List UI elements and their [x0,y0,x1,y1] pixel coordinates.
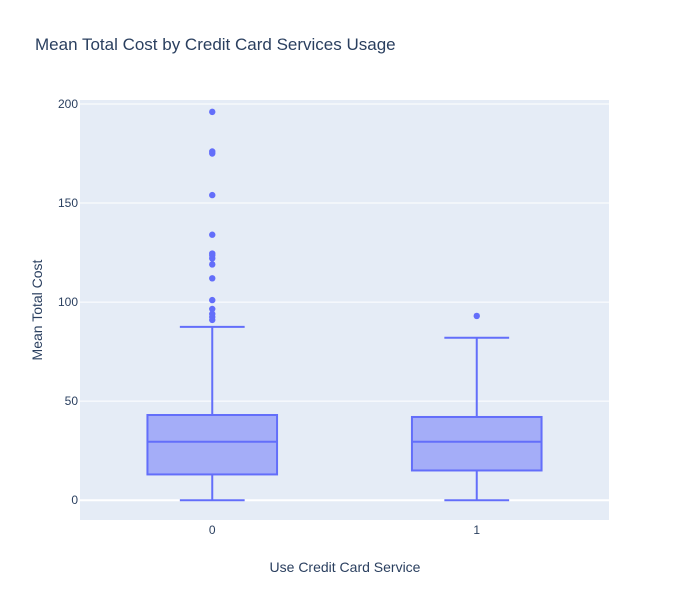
x-tick-label: 1 [473,523,480,537]
tick-labels: 0 50 100 150 200 0 1 [58,97,480,537]
chart-title: Mean Total Cost by Credit Card Services … [35,35,396,54]
outlier-point [209,191,216,199]
y-axis-title: Mean Total Cost [29,259,45,360]
x-tick-label: 0 [209,523,216,537]
y-tick-label: 50 [65,394,79,408]
y-tick-label: 200 [58,97,78,111]
outlier-point [209,250,216,257]
box-group-1 [410,312,543,502]
outlier-point [209,148,216,155]
outlier-point [209,275,216,282]
outlier-point [209,261,216,268]
box-group-0 [146,108,279,502]
x-axis-title: Use Credit Card Service [270,559,421,575]
y-tick-label: 0 [71,493,78,507]
iqr-box [410,415,543,472]
outlier-point [209,305,216,313]
outlier-point [209,108,216,116]
outlier-point [473,312,480,320]
boxes-layer [146,108,543,502]
y-tick-label: 150 [58,196,78,210]
outlier-point [209,310,216,318]
outlier-point [209,231,216,238]
iqr-box [146,414,279,476]
y-tick-label: 100 [58,295,78,309]
grid-lines [80,103,609,402]
outlier-point [209,296,216,304]
